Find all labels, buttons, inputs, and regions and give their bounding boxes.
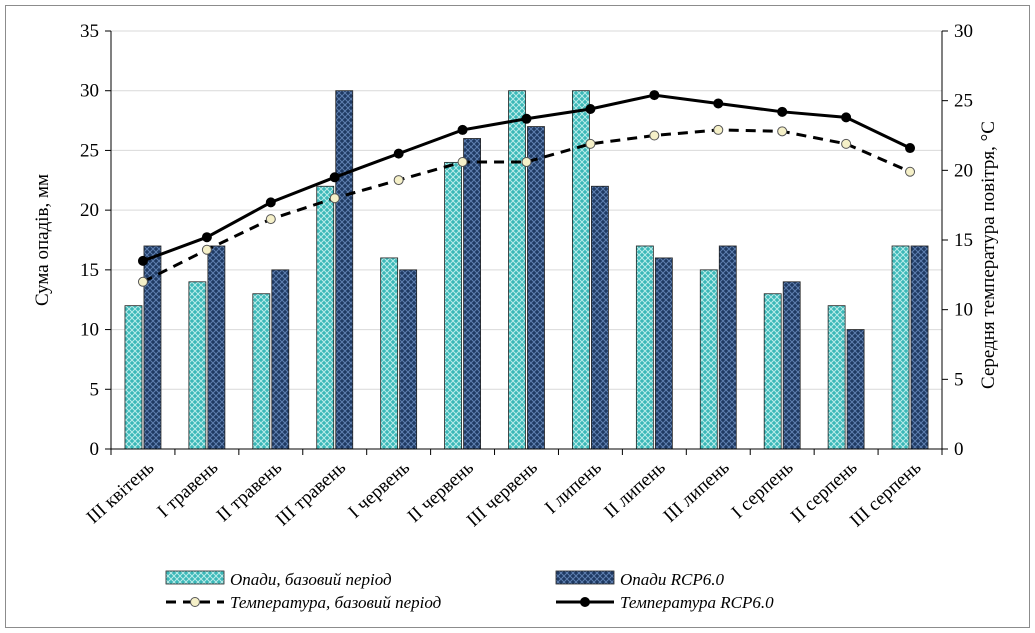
y-tick-label-left: 15 (80, 260, 99, 281)
marker-temp-rcp (841, 112, 852, 123)
marker-temp-base (265, 214, 276, 225)
bar-precip-rcp (399, 269, 418, 450)
legend-marker (190, 597, 200, 607)
bar-precip-rcp (718, 245, 737, 450)
legend: Опади, базовий період Опади RCP6.0 Темпера… (165, 570, 774, 612)
marker-temp-rcp (585, 104, 596, 115)
x-tick-label: I травень (153, 457, 222, 522)
y-axis-title-right: Середня температура повітря, °C (978, 121, 999, 389)
marker-temp-base (713, 124, 724, 135)
legend-swatch (555, 570, 615, 585)
bar-precip-rcp (591, 185, 609, 450)
y-tick-label-right: 25 (954, 91, 973, 112)
marker-temp-rcp (457, 124, 468, 135)
bar-precip-rcp (207, 245, 226, 450)
marker-temp-rcp (521, 113, 532, 124)
bar-precip-rcp (271, 269, 290, 450)
legend-label: Опади, базовий період (230, 570, 392, 589)
y-tick-label-left: 30 (80, 81, 99, 102)
y-tick-label-right: 30 (954, 21, 973, 42)
chart-frame: 0 5 10 15 20 25 30 35 0 5 10 15 20 25 30 III квітень I т… (5, 5, 1030, 628)
bar-precip-rcp (335, 90, 354, 450)
bar-precip-rcp (527, 126, 545, 450)
marker-temp-base (137, 276, 148, 287)
marker-temp-rcp (905, 143, 916, 154)
marker-temp-base (585, 138, 596, 149)
bar-precip-base (380, 257, 399, 450)
x-tick-label: I липень (541, 457, 606, 518)
legend-swatch (165, 570, 225, 585)
x-tick-label: III червень (463, 457, 542, 531)
y-tick-label-left: 35 (80, 21, 99, 42)
bar-precip-base (699, 269, 718, 450)
y-tick-label-right: 10 (954, 300, 973, 321)
marker-temp-base (649, 130, 660, 141)
x-tick-label: III липень (659, 457, 733, 527)
y-tick-label-right: 15 (954, 230, 973, 251)
marker-temp-base (841, 138, 852, 149)
marker-temp-base (329, 193, 340, 204)
bars-group (124, 90, 929, 450)
marker-temp-base (521, 156, 532, 167)
legend-label: Температура, базовий період (230, 593, 442, 612)
bar-precip-base (763, 293, 782, 450)
marker-temp-rcp (713, 98, 724, 109)
bar-precip-rcp (654, 257, 673, 450)
bar-precip-base (124, 305, 143, 450)
bar-precip-base (252, 293, 271, 450)
marker-temp-rcp (201, 232, 212, 243)
gridlines (111, 30, 942, 390)
marker-temp-rcp (265, 197, 276, 208)
x-tick-label: II липень (600, 457, 670, 523)
y-tick-label-left: 25 (80, 140, 99, 161)
bar-precip-rcp (846, 329, 865, 450)
bar-precip-base (827, 305, 846, 450)
y-axis-title-left: Сума опадів, мм (32, 174, 53, 306)
y-tick-label-left: 20 (80, 200, 99, 221)
legend-label: Температура RCP6.0 (620, 593, 774, 612)
marker-temp-base (905, 166, 916, 177)
marker-temp-rcp (777, 106, 788, 117)
bar-precip-base (508, 90, 526, 450)
y-tick-label-right: 0 (954, 439, 964, 460)
marker-temp-rcp (329, 172, 340, 183)
bar-precip-base (188, 281, 207, 450)
bar-precip-base (316, 185, 335, 450)
x-tick-label: III серпень (846, 457, 926, 532)
bar-precip-rcp (143, 245, 162, 450)
y-tick-label-left: 10 (80, 320, 99, 341)
y-tick-label-right: 5 (954, 369, 964, 390)
line-temp-base (142, 128, 911, 284)
marker-temp-base (777, 126, 788, 137)
y-tick-label-left: 0 (90, 439, 100, 460)
marker-temp-base (201, 244, 212, 255)
bar-precip-rcp (910, 245, 929, 450)
marker-temp-rcp (393, 148, 404, 159)
lines-group (137, 90, 916, 287)
bar-precip-rcp (782, 281, 801, 450)
bar-precip-base (444, 161, 462, 450)
bar-precip-base (891, 245, 910, 450)
y-tick-label-left: 5 (90, 379, 100, 400)
x-tick-label: III квітень (83, 457, 159, 528)
marker-temp-base (393, 175, 404, 186)
x-tick-label: III травень (272, 457, 350, 531)
bar-precip-rcp (463, 138, 481, 450)
y-tick-label-right: 20 (954, 160, 973, 181)
bar-precip-base (635, 245, 654, 450)
legend-label: Опади RCP6.0 (620, 570, 724, 589)
marker-temp-rcp (649, 90, 660, 101)
marker-temp-rcp (137, 255, 148, 266)
legend-marker (580, 597, 590, 607)
marker-temp-base (457, 156, 468, 167)
